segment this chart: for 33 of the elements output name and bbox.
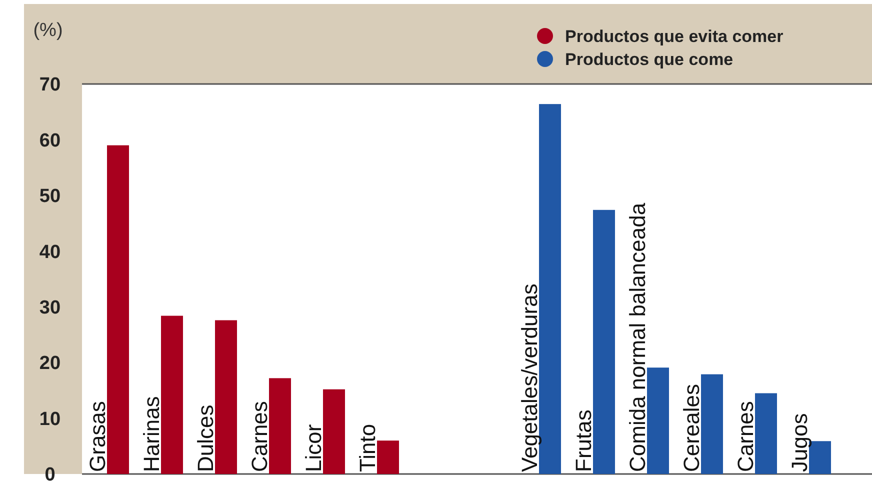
- bar: [269, 378, 291, 474]
- x-tick-label: Carnes: [733, 401, 758, 472]
- legend-label: Productos que come: [565, 50, 734, 69]
- y-tick-label: 40: [39, 242, 61, 263]
- x-tick-label: Licor: [301, 424, 326, 472]
- x-tick-label: Carnes: [247, 401, 272, 472]
- bar: [701, 374, 723, 474]
- y-tick-label: 70: [39, 74, 61, 96]
- x-tick-label: Vegetales/verduras: [517, 284, 542, 472]
- bar: [107, 145, 129, 474]
- x-tick-label: Tinto: [355, 424, 380, 472]
- x-tick-label: Frutas: [571, 410, 596, 472]
- y-tick-label: 50: [39, 186, 61, 208]
- x-tick-label: Comida normal balanceada: [625, 202, 650, 472]
- y-tick-label: 60: [39, 130, 61, 152]
- x-tick-label: Jugos: [787, 413, 812, 472]
- bar: [755, 393, 777, 474]
- y-axis-title: (%): [33, 20, 63, 41]
- bar: [215, 320, 237, 474]
- legend-label: Productos que evita comer: [565, 27, 784, 46]
- bar: [377, 440, 399, 474]
- y-tick-label: 30: [39, 298, 61, 319]
- bar: [647, 368, 669, 474]
- x-tick-label: Cereales: [679, 384, 704, 472]
- y-tick-label: 0: [44, 464, 56, 486]
- bar: [593, 210, 615, 474]
- x-tick-label: Harinas: [139, 396, 164, 472]
- x-tick-label: Grasas: [85, 401, 110, 472]
- y-tick-label: 10: [39, 408, 61, 430]
- bar: [323, 389, 345, 474]
- x-tick-label: Dulces: [193, 404, 218, 472]
- bar: [161, 316, 183, 474]
- y-tick-label: 20: [39, 353, 61, 374]
